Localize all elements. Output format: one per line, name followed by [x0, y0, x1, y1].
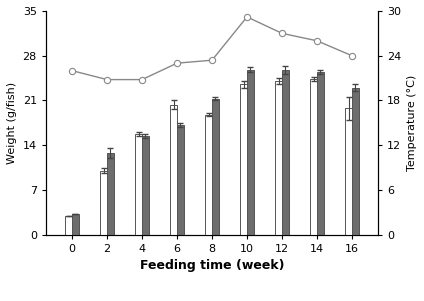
Bar [100, 171, 107, 235]
Bar [247, 70, 254, 235]
Bar [170, 105, 177, 235]
Bar [276, 81, 282, 235]
Bar [142, 136, 148, 235]
Bar [177, 125, 184, 235]
Bar [310, 79, 317, 235]
Bar [317, 72, 324, 235]
Legend: LAP0, LAP0.5, TEMP: LAP0, LAP0.5, TEMP [100, 299, 284, 301]
Bar [135, 134, 142, 235]
Bar [352, 88, 359, 235]
Bar [72, 214, 78, 235]
Bar [107, 153, 114, 235]
Y-axis label: Temperature (°C): Temperature (°C) [407, 75, 417, 171]
Bar [282, 70, 289, 235]
Bar [240, 85, 247, 235]
Bar [206, 115, 212, 235]
Y-axis label: Weight (g/fish): Weight (g/fish) [7, 82, 17, 164]
Bar [65, 216, 72, 235]
Bar [212, 98, 218, 235]
Bar [346, 108, 352, 235]
X-axis label: Feeding time (week): Feeding time (week) [140, 259, 284, 272]
